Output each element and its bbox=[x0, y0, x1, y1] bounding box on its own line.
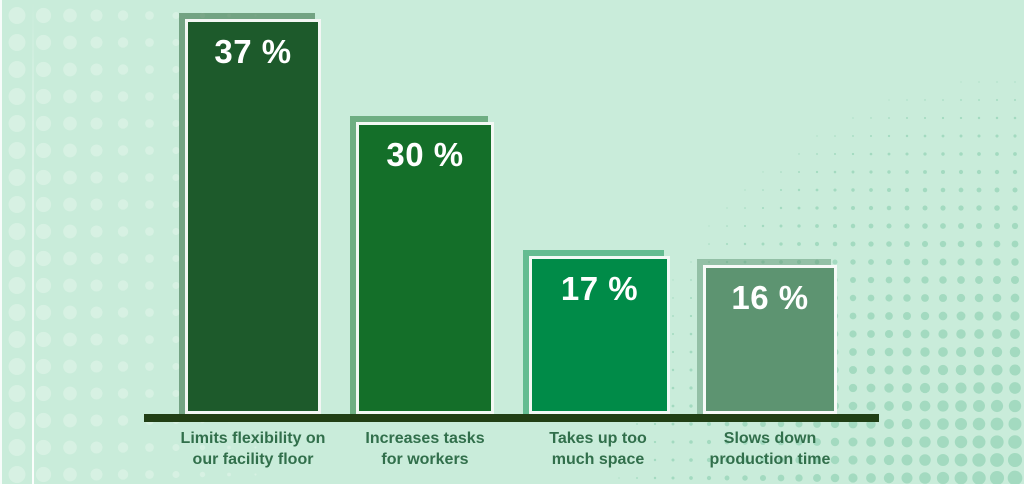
bar-rect: 37 % bbox=[185, 19, 321, 414]
bar-rect: 16 % bbox=[703, 265, 837, 414]
x-axis-baseline bbox=[144, 414, 879, 422]
bar-rect: 17 % bbox=[529, 256, 670, 414]
bar-rect: 30 % bbox=[356, 122, 494, 414]
left-edge-highlight bbox=[0, 0, 2, 484]
category-label-limits-flexibility: Limits flexibility on our facility floor bbox=[180, 430, 326, 468]
category-label-increases-tasks: Increases tasks for workers bbox=[365, 430, 485, 468]
category-label-takes-up-space: Takes up too much space bbox=[549, 430, 647, 468]
bar-value-label: 37 % bbox=[214, 33, 292, 70]
bar-value-label: 17 % bbox=[560, 270, 639, 307]
bar-value-label: 16 % bbox=[731, 279, 809, 316]
category-label-slows-production: Slows down production time bbox=[709, 430, 831, 468]
vertical-seam-line bbox=[32, 0, 34, 484]
bar-value-label: 30 % bbox=[386, 136, 464, 173]
